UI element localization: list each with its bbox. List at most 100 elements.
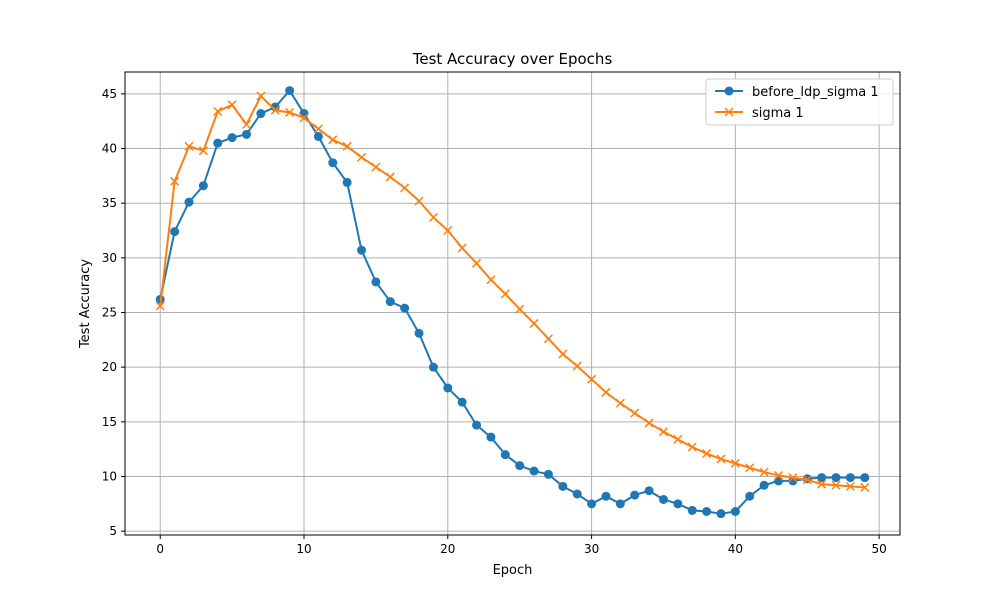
series-0 xyxy=(155,86,870,519)
data-point xyxy=(759,480,769,490)
data-point xyxy=(543,334,553,344)
legend-marker xyxy=(724,107,734,117)
data-point xyxy=(400,303,410,313)
data-point xyxy=(515,304,525,314)
data-point xyxy=(687,505,697,515)
data-point xyxy=(472,420,482,430)
data-point xyxy=(256,91,266,101)
y-tick-label: 5 xyxy=(109,524,117,538)
data-point xyxy=(170,227,180,237)
plot-frame xyxy=(124,71,901,536)
data-point xyxy=(630,408,640,418)
y-tick-label: 35 xyxy=(102,196,117,210)
data-point xyxy=(486,432,496,442)
data-point xyxy=(716,509,726,519)
axis-ticks: 0 10 20 30 40 50 5 10 15 20 25 30 35 40 45 xyxy=(102,87,887,556)
data-point xyxy=(788,473,798,483)
data-point xyxy=(601,491,611,501)
data-point xyxy=(558,349,568,359)
data-point xyxy=(730,458,740,468)
data-point xyxy=(184,141,194,151)
legend-entry: sigma 1 xyxy=(715,106,804,121)
data-point xyxy=(702,506,712,516)
y-tick-label: 15 xyxy=(102,415,117,429)
data-point xyxy=(457,397,467,407)
data-point xyxy=(385,172,395,182)
data-point xyxy=(860,473,870,483)
x-tick-label: 20 xyxy=(440,542,455,556)
data-point xyxy=(227,133,237,143)
data-point xyxy=(558,481,568,491)
data-point xyxy=(644,486,654,496)
legend-label: before_ldp_sigma 1 xyxy=(752,85,879,100)
data-point xyxy=(457,243,467,253)
x-tick-label: 10 xyxy=(296,542,311,556)
chart-title: Test Accuracy over Epochs xyxy=(412,50,613,68)
data-point xyxy=(198,146,208,156)
data-point xyxy=(831,480,841,490)
data-point xyxy=(860,482,870,492)
series-line xyxy=(159,95,865,489)
data-point xyxy=(630,490,640,500)
legend: before_ldp_sigma 1 sigma 1 xyxy=(705,78,894,126)
data-point xyxy=(443,225,453,236)
data-point xyxy=(615,499,625,509)
data-point xyxy=(817,473,827,483)
data-point xyxy=(155,301,165,311)
y-tick-label: 30 xyxy=(102,251,117,265)
data-point xyxy=(270,105,280,115)
data-point xyxy=(730,506,740,516)
data-point xyxy=(587,374,597,384)
data-point xyxy=(400,183,410,193)
data-point xyxy=(615,398,625,408)
data-point xyxy=(371,162,381,172)
data-point xyxy=(486,275,496,285)
data-point xyxy=(529,318,539,328)
data-point xyxy=(759,467,769,477)
data-point xyxy=(342,177,352,187)
legend-box xyxy=(705,78,894,126)
legend-marker xyxy=(724,86,734,96)
data-point xyxy=(658,494,668,504)
data-point xyxy=(687,442,697,452)
data-point xyxy=(241,119,252,130)
data-point xyxy=(601,387,611,397)
data-point xyxy=(342,141,352,151)
data-point xyxy=(529,466,539,476)
data-point xyxy=(170,176,180,186)
data-point xyxy=(500,289,510,299)
y-tick-label: 45 xyxy=(102,87,117,101)
data-point xyxy=(213,106,223,116)
data-point xyxy=(831,473,841,483)
data-point xyxy=(356,152,367,162)
data-point xyxy=(328,158,338,168)
data-point xyxy=(184,197,194,207)
data-point xyxy=(428,362,438,372)
data-point xyxy=(414,196,424,206)
data-point xyxy=(299,113,309,123)
data-point xyxy=(443,383,453,393)
data-point xyxy=(313,124,323,134)
data-point xyxy=(213,138,223,148)
data-point xyxy=(802,475,812,485)
y-tick-label: 20 xyxy=(102,360,117,374)
x-tick-label: 40 xyxy=(728,542,743,556)
data-point xyxy=(587,499,597,509)
x-tick-label: 0 xyxy=(156,542,164,556)
data-point xyxy=(198,181,208,191)
data-point xyxy=(773,470,784,480)
x-tick-label: 50 xyxy=(872,542,887,556)
data-point xyxy=(385,297,395,307)
data-point xyxy=(227,100,237,110)
y-tick-label: 40 xyxy=(102,142,117,156)
data-point xyxy=(845,473,855,483)
y-axis-label: Test Accuracy xyxy=(78,259,93,349)
data-point xyxy=(285,86,295,96)
data-point xyxy=(543,469,553,479)
data-point xyxy=(472,258,482,268)
data-point xyxy=(702,449,712,459)
data-point xyxy=(745,491,755,501)
data-point xyxy=(817,479,827,489)
